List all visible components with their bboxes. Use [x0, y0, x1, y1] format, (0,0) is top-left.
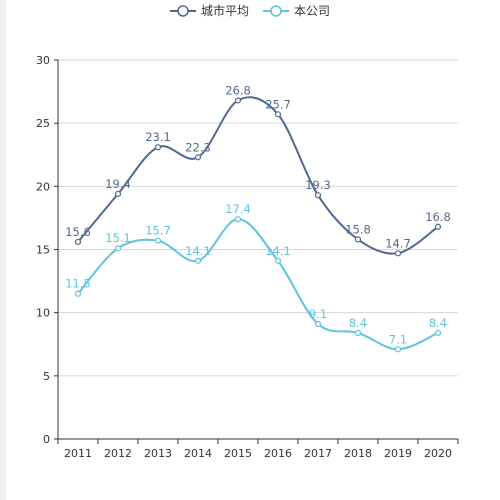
- data-point: [274, 111, 282, 118]
- x-tick-label: 2018: [344, 447, 372, 460]
- data-point: [154, 144, 162, 151]
- x-tick-label: 2016: [264, 447, 292, 460]
- x-tick-label: 2017: [304, 447, 332, 460]
- x-tick-label: 2012: [104, 447, 132, 460]
- data-point: [114, 245, 122, 252]
- data-label: 15.1: [105, 231, 131, 245]
- x-tick-label: 2013: [144, 447, 172, 460]
- legend-marker-series-2: [263, 4, 289, 17]
- y-tick-label: 15: [36, 244, 50, 257]
- data-point: [194, 257, 202, 264]
- data-label: 19.4: [105, 177, 131, 191]
- left-panel-strip: [0, 0, 6, 500]
- data-point: [154, 237, 162, 244]
- data-label: 26.8: [225, 83, 251, 97]
- data-label: 9.1: [309, 307, 327, 321]
- data-label-layer: 15.6 19.4 23.1 22.3 26.8 25.7 19.3 15.8 14.7 16.8…: [65, 83, 451, 346]
- data-label: 7.1: [389, 332, 407, 346]
- data-point: [354, 236, 362, 243]
- y-tick-label: 25: [36, 117, 50, 130]
- y-tick-label: 20: [36, 180, 50, 193]
- data-point: [434, 329, 442, 336]
- data-point: [394, 250, 402, 257]
- x-tick-label: 2011: [64, 447, 92, 460]
- data-point: [314, 320, 322, 328]
- legend-item-series-1[interactable]: 城市平均: [169, 2, 249, 19]
- legend-label-series-1: 城市平均: [200, 4, 249, 18]
- legend-marker-series-1: [169, 4, 196, 17]
- x-tick-label: 2020: [424, 447, 452, 460]
- data-point: [234, 97, 242, 104]
- data-label: 16.8: [425, 210, 451, 224]
- data-point: [354, 329, 362, 336]
- data-label: 14.7: [385, 236, 411, 250]
- chart-legend: 城市平均 本公司: [0, 2, 500, 19]
- y-tick-label: 5: [43, 370, 50, 383]
- y-tick-label: 30: [36, 54, 50, 67]
- data-point: [394, 346, 402, 353]
- data-label: 8.4: [349, 316, 367, 330]
- data-point: [74, 238, 82, 246]
- data-label: 8.4: [429, 316, 447, 330]
- x-tick-label: 2019: [384, 447, 412, 460]
- x-tick-label: 2014: [184, 447, 212, 460]
- data-label: 15.7: [145, 224, 171, 238]
- data-point: [314, 192, 322, 199]
- data-label: 22.3: [185, 140, 211, 154]
- data-point: [234, 216, 242, 223]
- y-tick-label: 0: [43, 433, 50, 446]
- legend-item-series-2[interactable]: 本公司: [263, 2, 330, 19]
- y-tick-label: 10: [36, 307, 50, 320]
- data-point: [194, 154, 202, 161]
- data-point: [274, 257, 282, 264]
- grid-layer: [58, 59, 458, 377]
- data-label: 19.3: [305, 178, 331, 192]
- series-line-2: [77, 218, 439, 351]
- data-point: [434, 223, 442, 230]
- data-label: 11.5: [65, 277, 91, 291]
- data-label: 17.4: [225, 202, 251, 216]
- legend-label-series-2: 本公司: [294, 4, 331, 18]
- axis-layer: 0 5 10 15 20 25 30 2011 2012 2013 2014 2015 2016 2017…: [36, 54, 459, 460]
- data-label: 14.1: [265, 244, 291, 258]
- data-label: 25.7: [265, 97, 291, 111]
- series-line-1: [77, 96, 439, 255]
- data-label: 14.1: [185, 244, 211, 258]
- series-layer: [74, 96, 442, 353]
- data-label: 15.8: [345, 222, 371, 236]
- data-label: 23.1: [145, 130, 171, 144]
- data-label: 15.6: [65, 225, 91, 239]
- data-point: [74, 290, 82, 297]
- data-point: [114, 190, 122, 198]
- x-tick-label: 2015: [224, 447, 252, 460]
